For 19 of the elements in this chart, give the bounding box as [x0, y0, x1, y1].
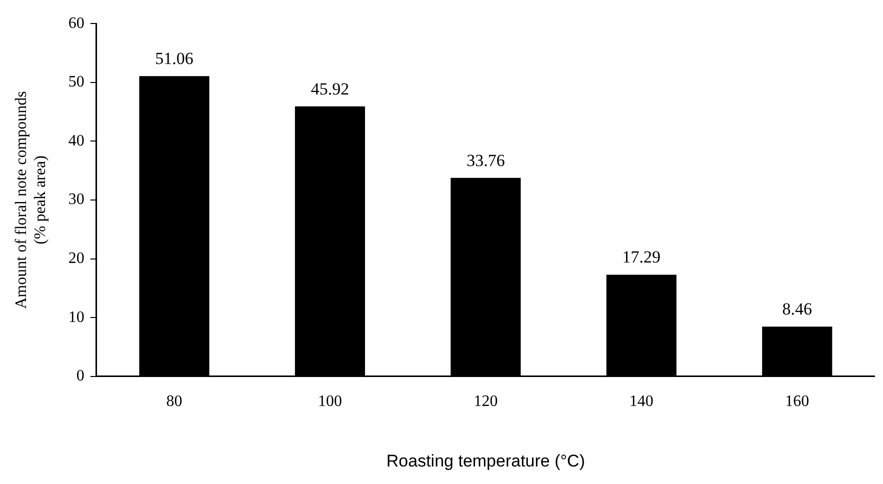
data-label: 33.76 [466, 150, 505, 170]
x-tick-label: 160 [785, 393, 810, 410]
x-tick-label: 140 [629, 393, 654, 410]
data-label: 51.06 [155, 49, 194, 68]
y-tick-label: 40 [68, 132, 84, 150]
data-label: 8.46 [782, 300, 812, 319]
y-tick-label: 60 [68, 14, 84, 32]
data-label: 17.29 [622, 248, 661, 267]
data-label: 45.92 [310, 79, 350, 98]
y-tick-label: 10 [68, 308, 84, 326]
y-axis-title: Amount of floral note compounds (% peak area) [12, 91, 50, 309]
x-tick-label: 120 [474, 393, 498, 410]
y-tick-label: 50 [68, 74, 84, 91]
y-tick-label: 30 [68, 191, 84, 208]
x-tick-label: 80 [166, 393, 182, 410]
x-tick-label: 100 [318, 393, 342, 410]
x-axis-title: Roasting temperature (°C) [386, 451, 586, 470]
y-tick-label: 20 [68, 250, 84, 268]
y-tick-label: 0 [76, 368, 84, 385]
